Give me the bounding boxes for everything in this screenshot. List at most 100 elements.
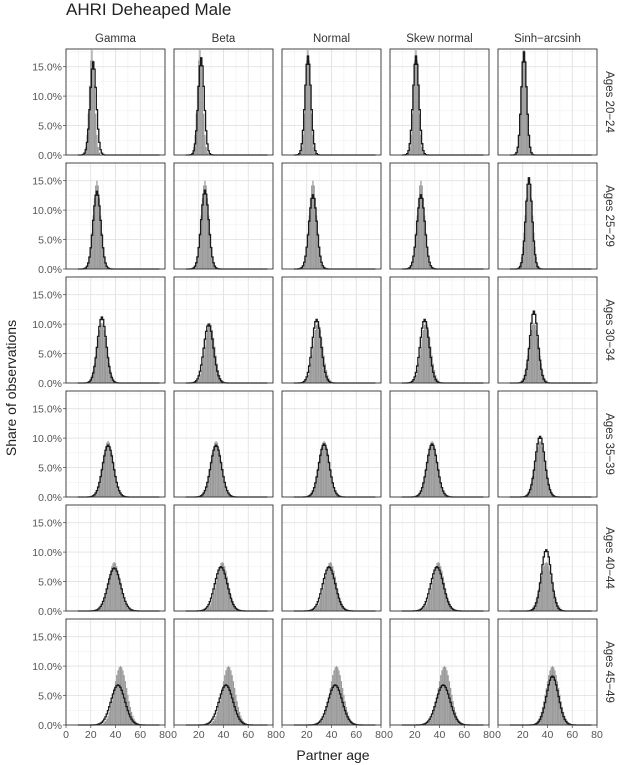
observed-bar — [548, 675, 550, 725]
observed-bar — [424, 324, 426, 383]
observed-bar — [101, 232, 103, 269]
column-strip-label: Skew normal — [406, 33, 472, 45]
observed-bar — [545, 687, 547, 725]
facet-panel — [389, 504, 490, 612]
panel-border — [281, 504, 382, 612]
observed-bar — [539, 441, 541, 497]
panel-border — [389, 504, 490, 612]
observed-bar — [303, 113, 305, 155]
observed-bar — [441, 670, 443, 725]
observed-bar — [448, 681, 451, 725]
observed-bar — [106, 588, 108, 611]
observed-bar — [532, 324, 534, 383]
observed-bar — [437, 468, 439, 497]
observed-bar — [210, 324, 212, 383]
x-tick-label: 0 — [387, 729, 393, 741]
observed-bar — [307, 50, 309, 155]
observed-bar — [307, 374, 309, 383]
observed-bar — [308, 60, 310, 155]
observed-bar — [425, 232, 427, 269]
observed-bar — [114, 475, 117, 497]
panel-border — [173, 618, 274, 726]
observed-bar — [317, 232, 319, 269]
observed-bar — [441, 570, 443, 611]
observed-bar — [205, 337, 207, 383]
observed-bar — [320, 720, 323, 725]
facet-panel — [65, 504, 166, 612]
x-tick-label: 40 — [218, 729, 230, 741]
observed-bar — [307, 232, 309, 269]
y-tick-label: 10.0% — [32, 319, 62, 331]
panel-border — [173, 504, 274, 612]
observed-bar — [103, 598, 105, 611]
facet-panel — [389, 618, 490, 726]
facet-panel — [497, 390, 598, 498]
observed-bar — [98, 152, 101, 155]
observed-bar — [229, 588, 231, 611]
panel-border — [389, 618, 490, 726]
facet-panel — [173, 48, 274, 156]
observed-bar — [208, 215, 210, 269]
observed-bar — [114, 681, 117, 725]
observed-bar — [112, 694, 114, 725]
observed-bar — [536, 446, 539, 497]
observed-bar — [217, 706, 220, 725]
facet-panel — [389, 162, 490, 270]
observed-bar — [216, 576, 218, 611]
observed-bar — [203, 355, 205, 383]
facet-panel — [65, 48, 166, 156]
observed-bar — [441, 487, 443, 497]
observed-bar — [311, 355, 313, 383]
observed-bar — [101, 322, 103, 383]
x-tick-label: 20 — [409, 729, 421, 741]
observed-bar — [209, 232, 211, 269]
observed-bar — [306, 246, 308, 269]
observed-bar — [318, 246, 320, 269]
observed-bar — [96, 134, 98, 155]
observed-bar — [208, 607, 210, 611]
observed-bar — [313, 337, 315, 383]
observed-bar — [416, 60, 418, 155]
observed-bar — [114, 563, 117, 611]
observed-bar — [533, 322, 535, 383]
observed-bar — [230, 594, 232, 611]
observed-bar — [422, 482, 425, 497]
observed-bar — [539, 582, 541, 611]
observed-bar — [328, 694, 330, 725]
observed-bar — [428, 594, 431, 611]
row-strip-label: Ages 30−34 — [603, 299, 615, 361]
facet-panel — [497, 276, 598, 384]
observed-bar — [334, 667, 336, 725]
observed-bar — [107, 715, 109, 725]
panel-border — [173, 48, 274, 156]
observed-bar — [204, 490, 206, 497]
facet-panel — [281, 162, 382, 270]
observed-bar — [217, 446, 220, 497]
observed-bar — [536, 337, 539, 383]
observed-bar — [203, 113, 205, 155]
observed-bar — [421, 185, 423, 269]
observed-bar — [543, 566, 545, 611]
observed-bar — [210, 246, 212, 269]
observed-bar — [333, 487, 335, 497]
observed-bar — [410, 134, 412, 155]
observed-bar — [332, 566, 334, 611]
observed-bar — [544, 563, 546, 611]
observed-bar — [112, 460, 114, 497]
observed-bar — [415, 374, 417, 383]
observed-bar — [210, 723, 212, 725]
observed-bar — [206, 482, 209, 497]
observed-bar — [551, 582, 554, 611]
observed-bar — [520, 85, 523, 155]
y-tick-label: 0.0% — [38, 492, 62, 504]
observed-bar — [118, 490, 120, 497]
observed-bar — [416, 370, 418, 383]
observed-bar — [340, 681, 343, 725]
observed-bar — [122, 594, 124, 611]
y-axis-title: Share of observations — [3, 320, 19, 456]
observed-bar — [550, 576, 552, 611]
facet-panel — [173, 618, 274, 726]
observed-bar — [427, 329, 429, 383]
observed-bar — [324, 442, 326, 497]
observed-bar — [309, 198, 312, 269]
